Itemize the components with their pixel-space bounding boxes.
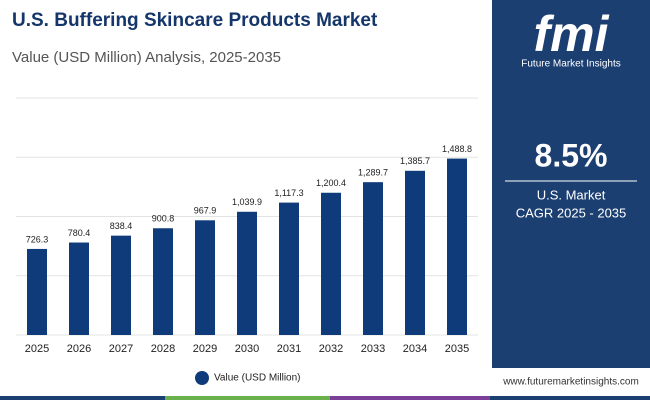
bar [405, 170, 425, 335]
data-label: 838.4 [110, 221, 133, 231]
data-label: 900.8 [152, 214, 175, 224]
url: www.futuremarketinsights.com [502, 377, 639, 388]
x-tick-label: 2029 [193, 343, 217, 355]
data-label: 726.3 [26, 234, 49, 244]
x-tick-label: 2026 [67, 343, 91, 355]
data-label: 1,488.8 [442, 144, 472, 154]
stripe [0, 396, 165, 400]
side-panel [492, 0, 650, 368]
x-tick-label: 2034 [403, 343, 427, 355]
data-label: 1,039.9 [232, 197, 262, 207]
bar [111, 235, 131, 335]
data-label: 1,385.7 [400, 156, 430, 166]
data-label: 1,200.4 [316, 178, 346, 188]
bar [447, 158, 467, 335]
data-label: 1,117.3 [274, 188, 303, 198]
x-tick-label: 2032 [319, 343, 343, 355]
x-tick-label: 2025 [25, 343, 49, 355]
bar [27, 248, 47, 335]
chart-subtitle: Value (USD Million) Analysis, 2025-2035 [12, 49, 281, 66]
stripe [165, 396, 330, 400]
x-tick-label: 2028 [151, 343, 175, 355]
legend-swatch [195, 371, 209, 385]
bar [195, 220, 215, 335]
bar [279, 202, 299, 335]
stripe [490, 396, 650, 400]
logo: fmi [534, 6, 610, 62]
stripe [330, 396, 490, 400]
brand: Future Market Insights [521, 59, 620, 70]
x-tick-label: 2030 [235, 343, 259, 355]
cagr-value: 8.5% [535, 137, 608, 173]
x-tick-label: 2031 [277, 343, 301, 355]
bar [153, 228, 173, 335]
market-label: U.S. Market [537, 187, 606, 202]
data-label: 780.4 [68, 228, 91, 238]
bar [321, 192, 341, 335]
bar [237, 211, 257, 335]
data-label: 967.9 [194, 206, 217, 216]
cagr-period: CAGR 2025 - 2035 [516, 205, 627, 220]
x-tick-label: 2033 [361, 343, 385, 355]
data-label: 1,289.7 [358, 168, 388, 178]
chart-title: U.S. Buffering Skincare Products Market [12, 10, 378, 31]
x-tick-label: 2035 [445, 343, 469, 355]
legend-label: Value (USD Million) [214, 373, 301, 384]
bar [69, 242, 89, 335]
bar [363, 182, 383, 335]
x-tick-label: 2027 [109, 343, 133, 355]
